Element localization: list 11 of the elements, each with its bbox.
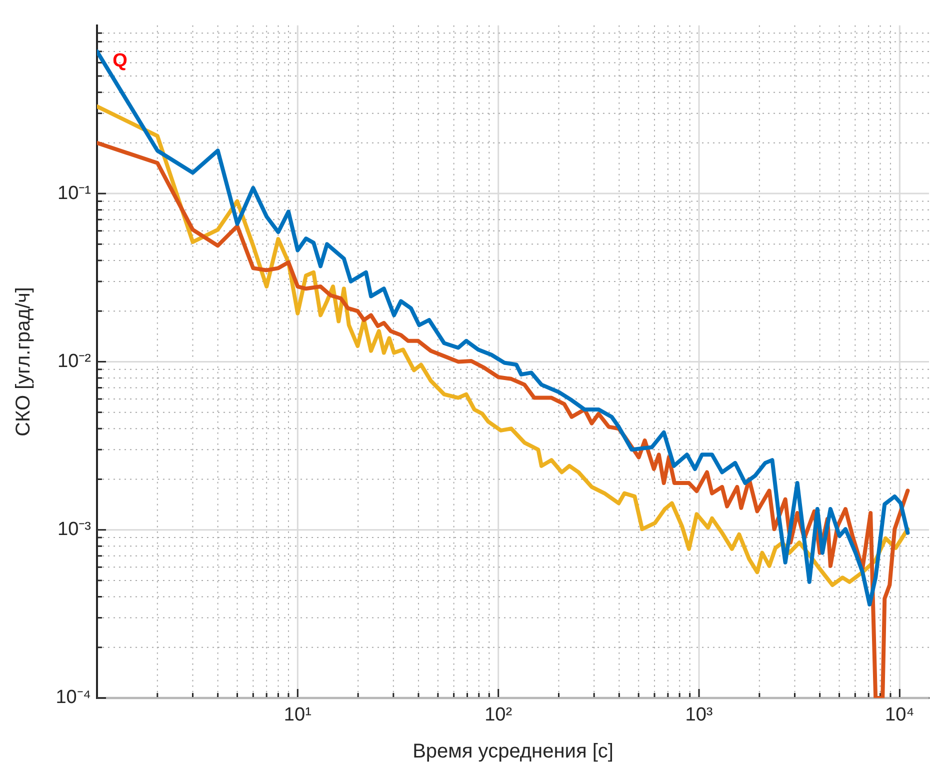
x-tick-label: 10⁴ (885, 704, 914, 726)
x-axis-title: Время усреднения [с] (412, 740, 614, 763)
y-tick-label: 10⁻³ (58, 519, 91, 540)
y-axis-title: СКО [угл.град/ч] (12, 287, 35, 436)
y-tick-label: 10⁻¹ (58, 182, 91, 204)
y-tick-label: 10⁻⁴ (56, 687, 91, 708)
x-tick-label: 10¹ (284, 704, 312, 726)
annotation: Q (112, 50, 128, 72)
y-tick-label: 10⁻² (58, 350, 91, 372)
x-tick-label: 10² (484, 704, 512, 726)
x-tick-label: 10³ (685, 704, 713, 726)
